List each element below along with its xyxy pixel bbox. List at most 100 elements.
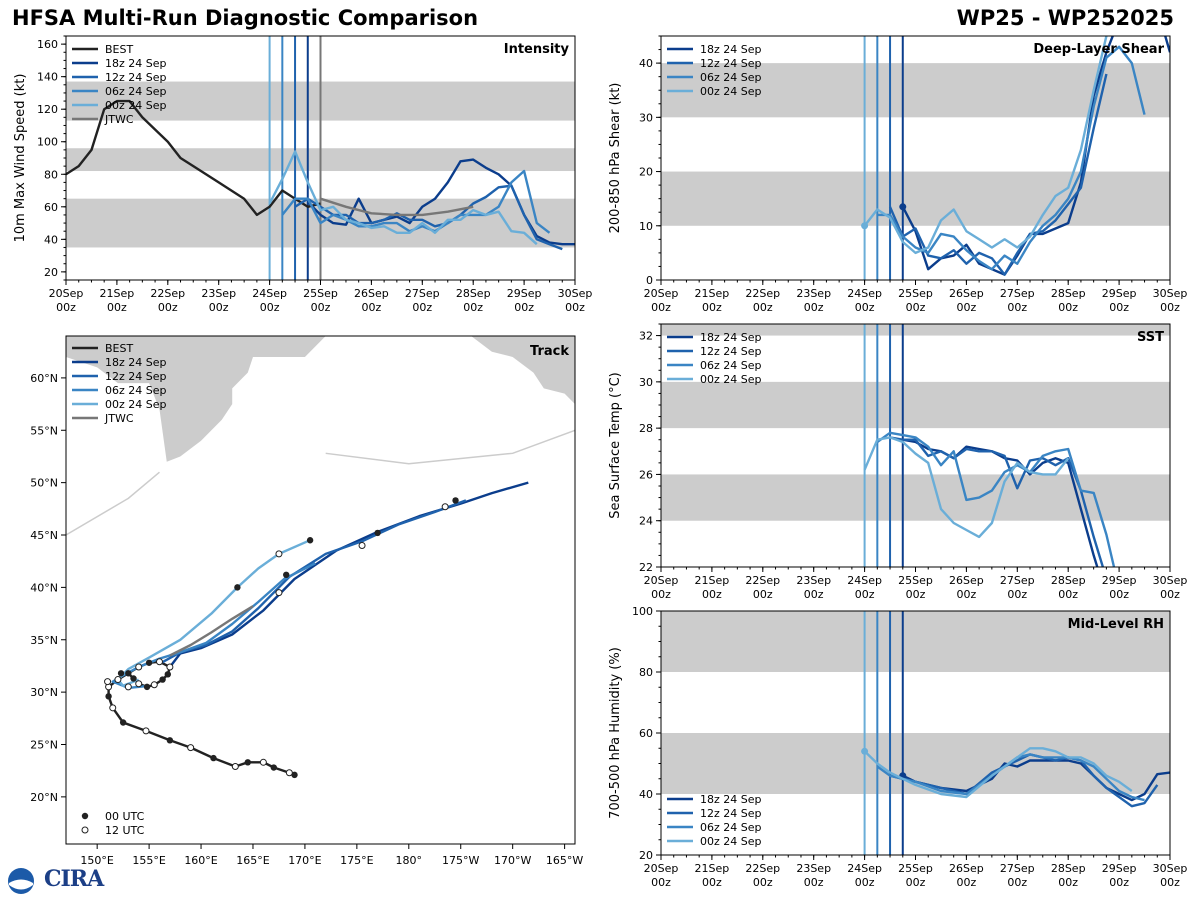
shear-xtick-label: 00z (957, 301, 977, 314)
rh-xtick-label: 22Sep (745, 862, 780, 875)
sst-series-run_00z (863, 436, 1070, 539)
track-xtick-label: 165°E (236, 854, 269, 867)
rh-xtick-label: 00z (855, 876, 875, 889)
chart-title-right: WP25 - WP252025 (956, 6, 1174, 30)
shear-xtick-label: 27Sep (1000, 287, 1035, 300)
sst-band-0 (661, 474, 1170, 521)
rh-xtick-label: 00z (651, 876, 671, 889)
track-marker-00utc (143, 683, 151, 691)
sst-xtick-label: 22Sep (745, 574, 780, 587)
track-marker-legend-label: 12 UTC (105, 824, 145, 837)
rh-xtick-label: 28Sep (1051, 862, 1086, 875)
shear-xtick-label: 00z (1058, 301, 1078, 314)
shear-start-point-run_18z (899, 203, 907, 211)
shear-xtick-label: 22Sep (745, 287, 780, 300)
track-ytick-label: 60°N (30, 372, 58, 385)
track-ytick-label: 30°N (30, 686, 58, 699)
track-marker-12utc (231, 762, 239, 770)
intensity-xtick-label: 00z (362, 301, 382, 314)
shear-xtick-label: 25Sep (898, 287, 933, 300)
track-xtick-label: 165°W (546, 854, 583, 867)
track-marker-00utc (210, 754, 217, 762)
sst-xtick-label: 20Sep (644, 574, 679, 587)
track-series-run_12z (158, 499, 467, 665)
sst-ytick-label: 28 (639, 422, 653, 435)
track-ytick-label: 35°N (30, 634, 58, 647)
shear-title: Deep-Layer Shear (1033, 42, 1164, 57)
track-marker-00utc (166, 737, 174, 744)
landmass-alaska (471, 336, 575, 405)
intensity-ytick-label: 140 (37, 71, 58, 84)
track-series-run_18z (168, 481, 529, 668)
track-marker-00utc (119, 719, 127, 726)
landmass-kurils (66, 471, 160, 536)
track-forecast-marker (234, 584, 241, 591)
intensity-panel: 2040608010012014016020Sep00z21Sep00z22Se… (13, 35, 593, 314)
intensity-ytick-label: 40 (44, 233, 58, 246)
shear-xtick-label: 29Sep (1102, 287, 1137, 300)
track-marker-12utc (187, 744, 195, 752)
track-marker-12utc (114, 676, 122, 684)
sst-panel: 22242628303220Sep00z21Sep00z22Sep00z23Se… (608, 323, 1187, 601)
track-xtick-label: 160°E (184, 854, 217, 867)
landmass-kamchatka (66, 336, 326, 462)
intensity-series-jtwc (320, 197, 474, 217)
shear-band-0 (661, 171, 1170, 226)
sst-xtick-label: 00z (702, 588, 722, 601)
intensity-xtick-label: 00z (463, 301, 483, 314)
rh-xtick-label: 24Sep (847, 862, 882, 875)
track-forecast-marker (358, 541, 366, 549)
track-xtick-label: 170°E (288, 854, 321, 867)
rh-start-point-run_00z (861, 747, 869, 755)
intensity-xtick-label: 00z (260, 301, 280, 314)
intensity-xtick-label: 26Sep (354, 287, 389, 300)
track-marker-00utc (125, 670, 132, 677)
intensity-ytick-label: 160 (37, 38, 58, 51)
track-marker-00utc (159, 676, 166, 683)
rh-xtick-label: 00z (1109, 876, 1129, 889)
intensity-ylabel: 10m Max Wind Speed (kt) (13, 74, 28, 243)
intensity-xtick-label: 00z (412, 301, 432, 314)
sst-xtick-label: 00z (957, 588, 977, 601)
sst-xtick-label: 00z (1058, 588, 1078, 601)
sst-series-run_12z (889, 436, 1105, 567)
track-xtick-label: 170°W (494, 854, 531, 867)
track-legend-label: BEST (105, 342, 133, 355)
intensity-ytick-label: 60 (44, 201, 58, 214)
rh-series-run_12z (889, 753, 1159, 808)
track-forecast-marker (452, 497, 459, 504)
sst-ytick-label: 30 (639, 376, 653, 389)
intensity-series-best (66, 99, 321, 217)
rh-series-run_00z (863, 747, 1133, 799)
sst-xtick-label: 00z (906, 588, 926, 601)
rh-ytick-label: 40 (639, 788, 653, 801)
intensity-xtick-label: 23Sep (201, 287, 236, 300)
track-marker-12utc (109, 704, 117, 712)
intensity-xtick-label: 27Sep (405, 287, 440, 300)
track-xtick-label: 175°E (340, 854, 373, 867)
track-forecast-marker (275, 589, 283, 597)
intensity-xtick-label: 00z (107, 301, 127, 314)
track-ytick-label: 50°N (30, 477, 58, 490)
track-legend-label: JTWC (104, 412, 134, 425)
sst-ytick-label: 22 (639, 561, 653, 574)
shear-xtick-label: 00z (855, 301, 875, 314)
track-land (66, 336, 575, 536)
shear-ytick-label: 40 (639, 57, 653, 70)
sst-xtick-label: 00z (855, 588, 875, 601)
sst-legend-label: 18z 24 Sep (700, 331, 762, 344)
track-marker-00utc (117, 670, 125, 677)
intensity-title: Intensity (504, 42, 570, 57)
track-xtick-label: 180° (396, 854, 423, 867)
sst-series-run_06z (876, 431, 1116, 567)
track-marker-12utc (285, 769, 293, 777)
track-marker-00utc (244, 759, 251, 766)
shear-xtick-label: 28Sep (1051, 287, 1086, 300)
sst-xtick-label: 00z (1007, 588, 1027, 601)
sst-xtick-label: 25Sep (898, 574, 933, 587)
intensity-legend-label: 06z 24 Sep (105, 85, 167, 98)
sst-ytick-label: 26 (639, 468, 653, 481)
shear-xtick-label: 00z (651, 301, 671, 314)
rh-ytick-label: 100 (632, 605, 653, 618)
intensity-xtick-label: 30Sep (558, 287, 593, 300)
